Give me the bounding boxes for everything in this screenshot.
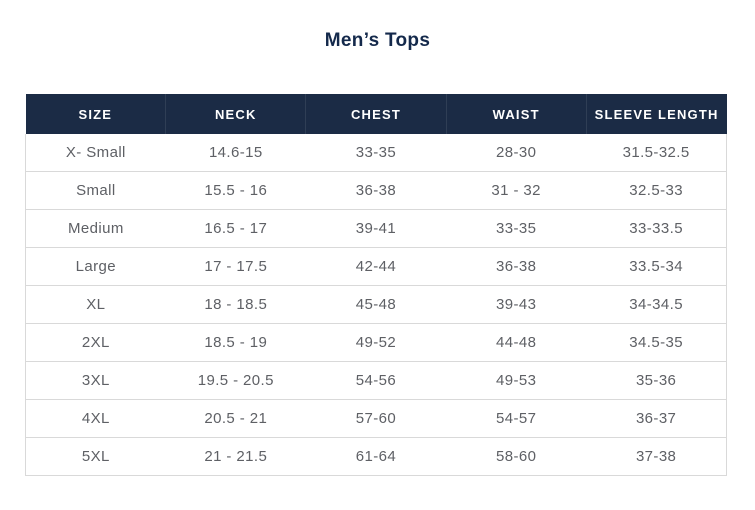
size-cell: 2XL — [24, 323, 166, 362]
waist-cell: 39-43 — [446, 285, 587, 324]
waist-cell: 36-38 — [446, 247, 587, 286]
size-chart-table: SIZE NECK CHEST WAIST SLEEVE LENGTH X- S… — [24, 94, 728, 476]
waist-cell: 28-30 — [446, 134, 587, 172]
neck-cell: 18 - 18.5 — [165, 285, 306, 324]
table-row: Small 15.5 - 16 36-38 31 - 32 32.5-33 — [24, 171, 728, 210]
size-cell: XL — [24, 285, 166, 324]
chest-cell: 49-52 — [305, 323, 447, 362]
chest-cell: 57-60 — [305, 399, 447, 438]
chest-cell: 39-41 — [305, 209, 447, 248]
size-cell: Medium — [24, 209, 166, 248]
neck-cell: 16.5 - 17 — [165, 209, 306, 248]
chest-cell: 61-64 — [305, 437, 447, 476]
size-cell: 4XL — [24, 399, 166, 438]
sleeve-length-cell: 37-38 — [586, 437, 728, 476]
neck-cell: 19.5 - 20.5 — [165, 361, 306, 400]
table-row: 5XL 21 - 21.5 61-64 58-60 37-38 — [24, 437, 728, 476]
column-header-sleeve-length: SLEEVE LENGTH — [586, 94, 727, 134]
size-cell: X- Small — [24, 134, 166, 172]
neck-cell: 14.6-15 — [165, 134, 306, 172]
table-row: Large 17 - 17.5 42-44 36-38 33.5-34 — [24, 247, 728, 286]
sleeve-length-cell: 33.5-34 — [586, 247, 728, 286]
table-row: X- Small 14.6-15 33-35 28-30 31.5-32.5 — [24, 134, 728, 172]
neck-cell: 21 - 21.5 — [165, 437, 306, 476]
size-cell: Small — [24, 171, 166, 210]
neck-cell: 17 - 17.5 — [165, 247, 306, 286]
waist-cell: 54-57 — [446, 399, 587, 438]
column-header-size: SIZE — [25, 94, 167, 134]
neck-cell: 15.5 - 16 — [165, 171, 306, 210]
sleeve-length-cell: 34.5-35 — [586, 323, 728, 362]
sleeve-length-cell: 32.5-33 — [586, 171, 728, 210]
neck-cell: 18.5 - 19 — [165, 323, 306, 362]
waist-cell: 44-48 — [446, 323, 587, 362]
waist-cell: 33-35 — [446, 209, 587, 248]
table-row: 4XL 20.5 - 21 57-60 54-57 36-37 — [24, 399, 728, 438]
sleeve-length-cell: 36-37 — [586, 399, 728, 438]
waist-cell: 58-60 — [446, 437, 587, 476]
chest-cell: 33-35 — [305, 134, 447, 172]
size-cell: 5XL — [24, 437, 166, 476]
table-row: Medium 16.5 - 17 39-41 33-35 33-33.5 — [24, 209, 728, 248]
table-row: 3XL 19.5 - 20.5 54-56 49-53 35-36 — [24, 361, 728, 400]
header-row: SIZE NECK CHEST WAIST SLEEVE LENGTH — [25, 94, 727, 134]
chest-cell: 42-44 — [305, 247, 447, 286]
size-cell: 3XL — [24, 361, 166, 400]
sleeve-length-cell: 34-34.5 — [586, 285, 728, 324]
waist-cell: 31 - 32 — [446, 171, 587, 210]
column-header-waist: WAIST — [446, 94, 587, 134]
neck-cell: 20.5 - 21 — [165, 399, 306, 438]
chest-cell: 45-48 — [305, 285, 447, 324]
waist-cell: 49-53 — [446, 361, 587, 400]
page-title: Men’s Tops — [324, 30, 431, 51]
column-header-neck: NECK — [165, 94, 307, 134]
column-header-chest: CHEST — [305, 94, 447, 134]
table-row: 2XL 18.5 - 19 49-52 44-48 34.5-35 — [24, 323, 728, 362]
chest-cell: 54-56 — [305, 361, 447, 400]
sleeve-length-cell: 35-36 — [586, 361, 728, 400]
sleeve-length-cell: 31.5-32.5 — [586, 134, 728, 172]
size-cell: Large — [24, 247, 166, 286]
table-row: XL 18 - 18.5 45-48 39-43 34-34.5 — [24, 285, 728, 324]
chest-cell: 36-38 — [305, 171, 447, 210]
sleeve-length-cell: 33-33.5 — [586, 209, 728, 248]
